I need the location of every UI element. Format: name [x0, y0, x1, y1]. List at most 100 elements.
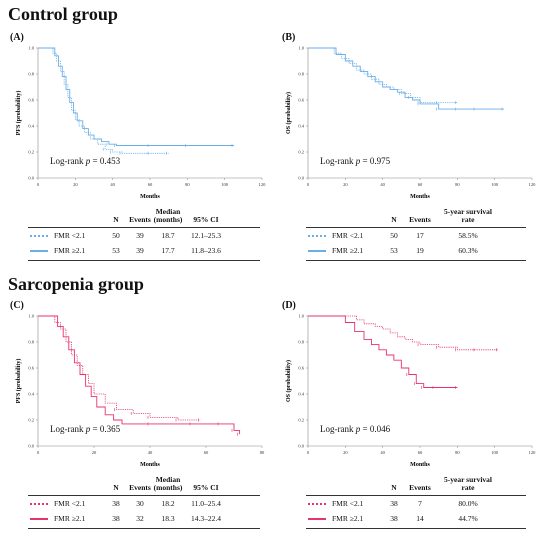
- legend-swatch: [30, 250, 48, 252]
- table-cell: 38: [112, 499, 120, 508]
- table-rule: [28, 227, 260, 228]
- legend-swatch: [30, 518, 48, 520]
- table-header: Events: [409, 215, 431, 224]
- table-cell: 39: [136, 231, 144, 240]
- y-tick-label: 1.0: [28, 46, 34, 51]
- survival-curve-fmr-high: [38, 315, 241, 435]
- x-tick-label: 60: [418, 450, 423, 455]
- logrank-annotation: Log-rank p = 0.975: [320, 156, 391, 166]
- table-rule: [28, 528, 260, 529]
- y-axis-label: OS (probability): [285, 360, 292, 402]
- table-header: N: [391, 483, 397, 492]
- table-header: Events: [129, 483, 151, 492]
- x-tick-label: 60: [418, 182, 423, 187]
- table-cell: 11.0–25.4: [191, 499, 221, 508]
- y-axis-label: PFS (probability): [15, 91, 22, 136]
- x-tick-label: 80: [455, 450, 460, 455]
- row-label: FMR <2.1: [54, 231, 86, 240]
- table-cell: 80.0%: [458, 499, 478, 508]
- logrank-annotation: Log-rank p = 0.365: [50, 424, 121, 434]
- y-tick-label: 0.6: [28, 98, 34, 103]
- table-cell: 53: [112, 246, 120, 255]
- y-tick-label: 0.6: [28, 366, 34, 371]
- legend-swatch: [30, 235, 48, 237]
- x-tick-label: 80: [455, 182, 460, 187]
- x-tick-label: 80: [185, 182, 190, 187]
- table-header: N: [113, 483, 119, 492]
- table-rule: [306, 227, 526, 228]
- y-axis-label: OS (probability): [285, 92, 292, 134]
- table-header: 5-year survival rate: [444, 475, 492, 492]
- sarcopenia-group-title: Sarcopenia group: [8, 274, 144, 294]
- survival-curve-fmr-low: [308, 315, 499, 351]
- table-cell: 17: [416, 231, 424, 240]
- table-cell: 50: [390, 231, 398, 240]
- table-cell: 19: [416, 246, 424, 255]
- panel-d-letter: (D): [282, 300, 296, 311]
- row-label: FMR <2.1: [332, 231, 364, 240]
- legend-swatch: [308, 250, 326, 252]
- y-tick-label: 0.6: [298, 98, 304, 103]
- table-rule: [28, 495, 260, 496]
- table-cell: 32: [136, 514, 144, 523]
- table-header: 95% CI: [193, 215, 219, 224]
- x-tick-label: 120: [529, 450, 537, 455]
- x-tick-label: 0: [37, 182, 40, 187]
- table-b: N Events 5-year survival rate FMR <2.1 50 17 5…: [306, 208, 526, 272]
- survival-curve-fmr-low: [38, 47, 169, 154]
- x-tick-label: 100: [491, 182, 499, 187]
- x-tick-label: 40: [380, 182, 385, 187]
- chart-b: 0 20 40 60 80 100 120 0.0 0.2 0.4 0.6 0.8 1.0 Months O…: [285, 46, 536, 201]
- y-tick-label: 0.8: [298, 340, 304, 345]
- x-tick-label: 60: [148, 182, 153, 187]
- table-cell: 14.3–22.4: [191, 514, 221, 523]
- table-rule: [28, 260, 260, 261]
- y-tick-label: 0.4: [28, 392, 34, 397]
- x-tick-label: 20: [343, 450, 348, 455]
- row-label: FMR ≥2.1: [332, 514, 364, 523]
- table-cell: 38: [112, 514, 120, 523]
- table-cell: 18.2: [161, 499, 175, 508]
- panel-c-letter: (C): [10, 300, 24, 311]
- x-tick-label: 20: [343, 182, 348, 187]
- table-header: 95% CI: [193, 483, 219, 492]
- survival-curve-fmr-low: [38, 315, 201, 421]
- survival-curve-fmr-high: [308, 315, 458, 388]
- x-tick-label: 40: [380, 450, 385, 455]
- table-header: N: [391, 215, 397, 224]
- y-tick-label: 0.6: [298, 366, 304, 371]
- y-tick-label: 0.4: [28, 124, 34, 129]
- x-axis-label: Months: [410, 194, 430, 200]
- table-cell: 60.3%: [458, 246, 478, 255]
- y-tick-label: 0.2: [298, 150, 304, 155]
- table-cell: 17.7: [161, 246, 175, 255]
- y-axis-label: PFS (probability): [15, 359, 22, 404]
- table-cell: 58.5%: [458, 231, 478, 240]
- x-tick-label: 80: [260, 450, 265, 455]
- survival-curve-fmr-low: [308, 47, 458, 103]
- x-tick-label: 0: [307, 182, 310, 187]
- logrank-annotation: Log-rank p = 0.453: [50, 156, 121, 166]
- y-tick-label: 0.2: [298, 418, 304, 423]
- table-a: N Events Median (months) 95% CI FMR <2.1 50 39…: [28, 208, 260, 272]
- table-cell: 53: [390, 246, 398, 255]
- row-label: FMR ≥2.1: [332, 246, 364, 255]
- chart-d: 0 20 40 60 80 100 120 0.0 0.2 0.4 0.6 0.8 1.0 Months O…: [285, 314, 537, 469]
- table-c: N Events Median (months) 95% CI FMR <2.1 38 30…: [28, 476, 260, 534]
- x-tick-label: 60: [204, 450, 209, 455]
- y-tick-label: 0.4: [298, 392, 304, 397]
- table-cell: 38: [390, 499, 398, 508]
- row-label: FMR ≥2.1: [54, 514, 86, 523]
- legend-swatch: [308, 235, 326, 237]
- y-tick-label: 0.8: [28, 72, 34, 77]
- x-tick-label: 100: [221, 182, 229, 187]
- table-cell: 7: [418, 499, 422, 508]
- y-tick-label: 0.0: [298, 176, 304, 181]
- table-header: Events: [129, 215, 151, 224]
- y-tick-label: 1.0: [298, 314, 304, 319]
- panel-b-letter: (B): [282, 32, 296, 43]
- control-group-title: Control group: [8, 4, 118, 24]
- table-header: N: [113, 215, 119, 224]
- y-tick-label: 0.8: [298, 72, 304, 77]
- y-tick-label: 0.0: [28, 444, 34, 449]
